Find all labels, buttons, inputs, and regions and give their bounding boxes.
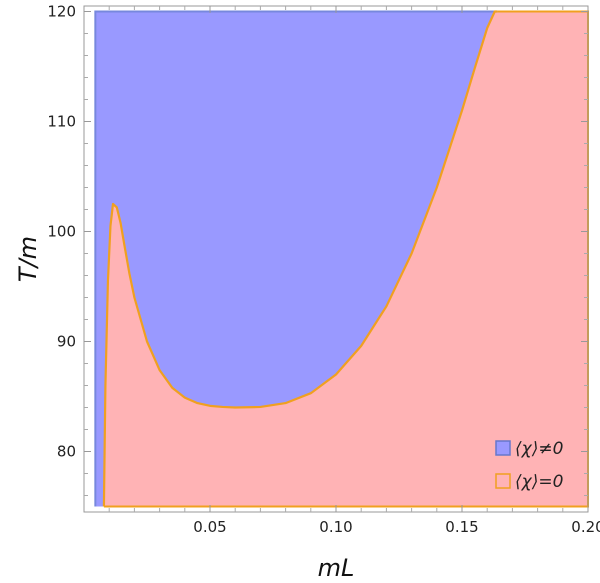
x-axis: 0.05 0.10 0.15 0.20 [108,6,600,536]
y-tick-label: 120 [47,3,76,21]
x-tick-label: 0.05 [193,518,226,536]
x-tick-label: 0.10 [319,518,352,536]
legend-swatch-broken-phase [495,440,511,456]
legend-swatch-symmetric-phase [495,473,511,489]
region-broken-edge [94,10,498,507]
x-tick-label: 0.20 [571,518,600,536]
x-tick-label: 0.15 [445,518,478,536]
y-tick-label: 100 [47,223,76,241]
legend-label-symmetric-phase: ⟨χ⟩=0 [515,472,563,492]
legend-label-broken-phase: ⟨χ⟩≠0 [515,439,563,459]
y-tick-label: 80 [57,443,76,461]
legend: ⟨χ⟩≠0 ⟨χ⟩=0 [495,439,563,492]
y-tick-label: 90 [57,333,76,351]
plot-regions [94,10,589,508]
y-tick-label: 110 [47,113,76,131]
y-axis-label: T/m [14,236,42,282]
phase-boundary-curve [102,10,498,507]
region-broken-phase [95,11,498,507]
x-axis-label: mL [318,554,355,582]
y-axis: 80 90 100 110 120 [47,3,588,496]
